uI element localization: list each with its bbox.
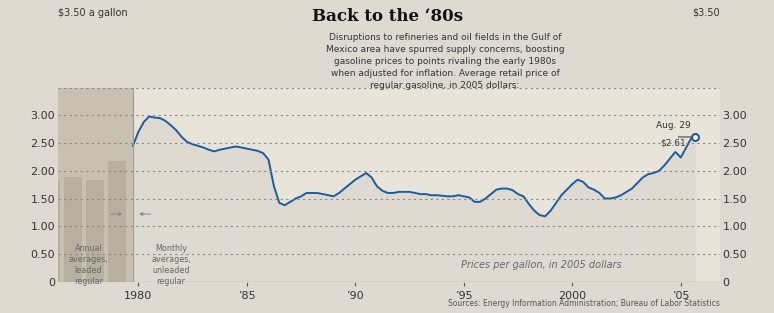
Text: $3.50: $3.50	[692, 8, 720, 18]
Text: Sources: Energy Information Administration; Bureau of Labor Statistics: Sources: Energy Information Administrati…	[448, 299, 720, 308]
Bar	[58, 88, 133, 282]
Text: Back to the ‘80s: Back to the ‘80s	[311, 8, 463, 25]
Text: Monthly
averages,
unleaded
regular: Monthly averages, unleaded regular	[151, 244, 190, 286]
Text: $2.61: $2.61	[660, 138, 687, 147]
Bar	[86, 180, 104, 282]
Text: Aug. 29: Aug. 29	[656, 121, 690, 130]
Bar	[43, 180, 60, 282]
Text: Disruptions to refineries and oil fields in the Gulf of
Mexico area have spurred: Disruptions to refineries and oil fields…	[326, 33, 564, 90]
Bar	[64, 177, 82, 282]
Bar	[108, 162, 125, 282]
Text: Prices per gallon, in 2005 dollars: Prices per gallon, in 2005 dollars	[461, 260, 622, 270]
Text: Annual
averages,
leaded
regular: Annual averages, leaded regular	[69, 244, 108, 286]
Text: $3.50 a gallon: $3.50 a gallon	[58, 8, 128, 18]
